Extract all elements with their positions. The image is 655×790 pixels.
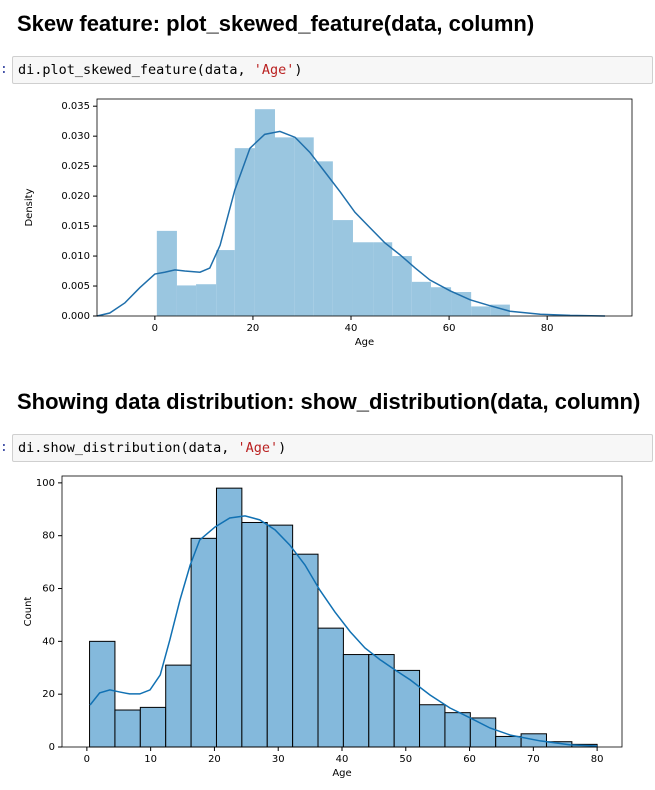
bar (292, 553, 319, 748)
bar (234, 148, 255, 316)
y-tick-label: 0.015 (61, 221, 90, 232)
kde-line (96, 130, 606, 317)
bar (469, 717, 497, 748)
bar (419, 704, 446, 748)
x-tick-label: 20 (208, 754, 221, 765)
bar (471, 306, 491, 316)
prompt: : (0, 62, 8, 77)
y-tick-label: 20 (42, 689, 55, 700)
bar (139, 706, 167, 748)
bar (392, 256, 412, 316)
bar (373, 242, 393, 316)
y-axis-label: Count (23, 597, 34, 627)
code-text: di.show_distribution(data, (18, 440, 238, 456)
code: di.plot_skewed_feature(data, 'Age') (18, 62, 302, 78)
code-text: ) (294, 62, 303, 78)
x-tick-label: 60 (443, 323, 456, 334)
y-tick-label: 0.035 (61, 101, 90, 112)
code-cell[interactable]: di.show_distribution(data, 'Age') (12, 434, 653, 462)
bar (430, 287, 452, 316)
y-tick-label: 0.000 (61, 311, 90, 322)
bar (190, 537, 217, 748)
bar (411, 281, 431, 316)
code-string: 'Age' (237, 440, 279, 456)
y-tick-label: 40 (42, 636, 55, 647)
x-tick-label: 80 (591, 754, 604, 765)
bar (490, 304, 510, 316)
bar (196, 284, 217, 316)
bar (156, 230, 177, 316)
bar (89, 640, 116, 748)
x-tick-label: 70 (527, 754, 540, 765)
heading: Skew feature: plot_skewed_feature(data, … (17, 11, 535, 36)
bar (275, 137, 295, 316)
bar (342, 654, 370, 748)
code-cell[interactable]: di.plot_skewed_feature(data, 'Age') (12, 56, 653, 84)
y-tick-label: 100 (36, 478, 55, 489)
y-tick-label: 0 (49, 742, 55, 753)
x-tick-label: 0 (152, 323, 158, 334)
bar (444, 712, 471, 748)
y-tick-label: 0.030 (61, 131, 90, 142)
bar (165, 664, 192, 748)
code-string: 'Age' (253, 62, 295, 78)
y-tick-label: 0.010 (61, 251, 90, 262)
bar (332, 220, 353, 316)
code-text: di.plot_skewed_feature(data, (18, 62, 254, 78)
bar (216, 250, 235, 316)
bar (317, 627, 344, 748)
prompt: : (0, 440, 8, 455)
bar (114, 709, 141, 748)
x-tick-label: 30 (272, 754, 285, 765)
y-tick-label: 0.005 (61, 281, 90, 292)
bar (495, 735, 522, 748)
bar (393, 669, 421, 748)
x-tick-label: 10 (144, 754, 157, 765)
heading: Showing data distribution: show_distribu… (17, 389, 641, 414)
x-tick-label: 20 (247, 323, 260, 334)
y-tick-label: 0.020 (61, 191, 90, 202)
bar (313, 161, 333, 316)
bar (254, 109, 276, 316)
x-tick-label: 40 (336, 754, 349, 765)
x-tick-label: 0 (84, 754, 90, 765)
bar (266, 524, 294, 748)
x-tick-label: 80 (541, 323, 554, 334)
plot-frame (96, 98, 633, 317)
x-axis-label: Age (355, 337, 374, 348)
bar (241, 521, 268, 748)
bar (352, 242, 374, 316)
kde-line (89, 515, 598, 747)
x-tick-label: 60 (463, 754, 476, 765)
bar (176, 285, 197, 316)
y-tick-label: 0.025 (61, 161, 90, 172)
y-tick-label: 80 (42, 531, 55, 542)
y-axis-label: Density (24, 188, 35, 226)
bar (368, 654, 395, 748)
y-tick-label: 60 (42, 584, 55, 595)
x-tick-label: 50 (399, 754, 412, 765)
code-text: ) (278, 440, 287, 456)
bar (294, 137, 314, 316)
x-axis-label: Age (332, 768, 351, 779)
x-tick-label: 40 (345, 323, 358, 334)
bar (215, 487, 243, 748)
code: di.show_distribution(data, 'Age') (18, 440, 286, 456)
